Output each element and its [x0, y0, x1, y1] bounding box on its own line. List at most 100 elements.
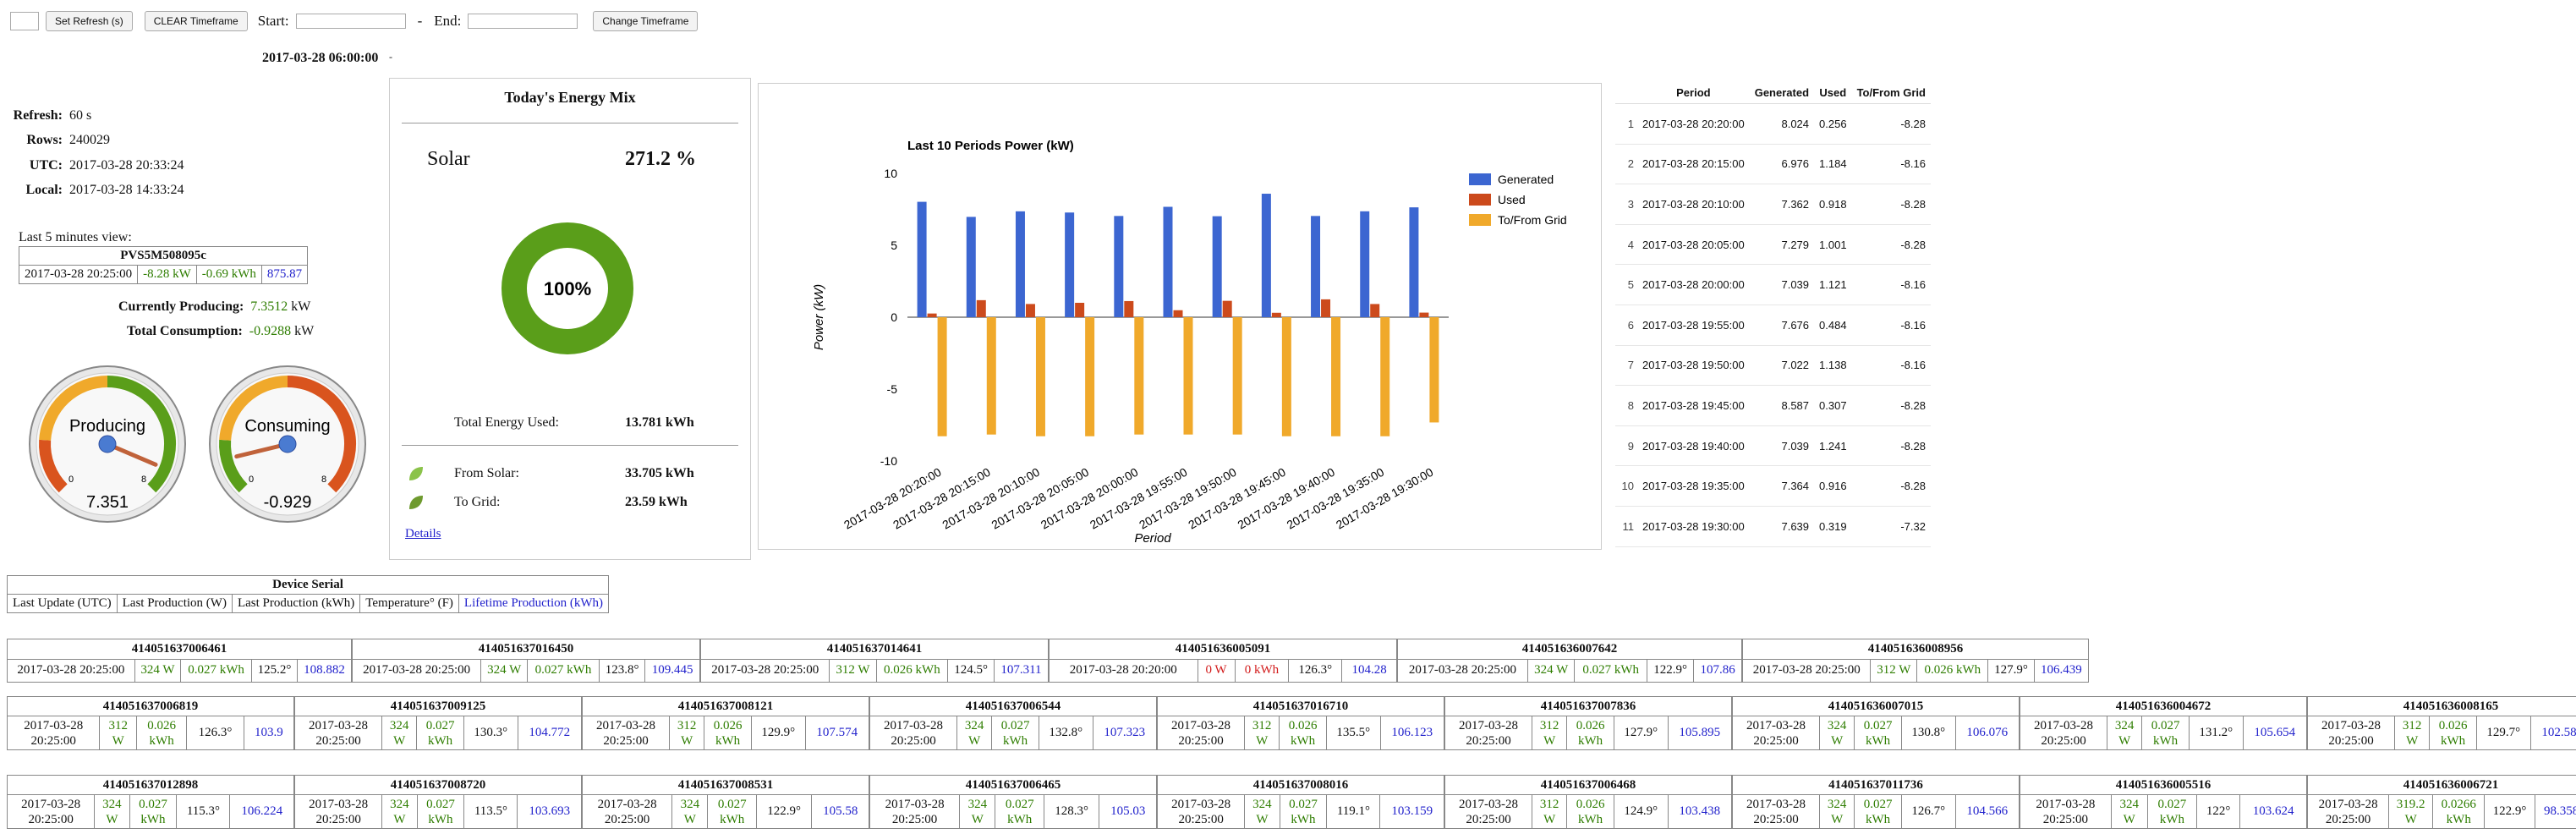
end-input[interactable] [468, 14, 578, 29]
device-kwh: 0.027 kWh [416, 716, 464, 750]
period-cell: 0.484 [1814, 305, 1852, 346]
device-serial: 414051637016710 [1157, 696, 1444, 716]
consuming-gauge-max: 8 [321, 475, 326, 485]
device-temp: 126.7° [1900, 794, 1956, 829]
period-cell: 10 [1615, 465, 1637, 507]
period-cell: 1.241 [1814, 425, 1852, 467]
device-watts: 324 W [381, 794, 418, 829]
device-temp: 130.3° [463, 716, 518, 750]
refresh-input[interactable] [10, 12, 39, 30]
chart-ylabel: Power (kW) [812, 284, 826, 350]
device-lifetime: 109.445 [644, 658, 700, 683]
device-time: 2017-03-28 20:25:00 [869, 794, 961, 829]
bar-generated-6 [1212, 216, 1222, 317]
last5-table: PVS5M508095c 2017-03-28 20:25:00 -8.28 k… [18, 246, 309, 284]
device-temp: 127.9° [1613, 716, 1669, 750]
table-row: 5 2017-03-28 20:00:00 7.039 1.121 -8.16 [1615, 264, 1931, 305]
period-cell: 1.184 [1814, 144, 1852, 185]
device-kwh: 0.026 kWh [136, 716, 188, 750]
details-link[interactable]: Details [405, 527, 441, 540]
device-serial: 414051636005516 [2020, 775, 2307, 795]
legend-swatch-1 [1469, 194, 1491, 206]
device-time: 2017-03-28 20:25:00 [1156, 794, 1246, 829]
device-lifetime: 102.588 [2529, 716, 2576, 750]
device-temp: 127.9° [1987, 658, 2035, 683]
start-label: Start: [257, 13, 289, 29]
device-time: 2017-03-28 20:20:00 [1049, 658, 1198, 683]
clear-timeframe-button[interactable]: CLEAR Timeframe [144, 11, 248, 31]
device-time: 2017-03-28 20:25:00 [7, 658, 135, 683]
period-cell: 7.362 [1749, 184, 1815, 225]
device-kwh: 0.027 kWh [1854, 716, 1902, 750]
bar-to-from-grid-1 [986, 317, 996, 435]
period-cell: 8 [1615, 385, 1637, 426]
device-time: 2017-03-28 20:25:00 [1741, 658, 1872, 683]
device-kwh: 0.027 kWh [2141, 716, 2190, 750]
start-input[interactable] [295, 14, 406, 29]
period-cell: -8.16 [1851, 305, 1931, 346]
energy-mix-percent: 271.2 % [625, 148, 696, 170]
legend-col-update: Last Update (UTC) [7, 594, 118, 613]
bar-to-from-grid-8 [1331, 317, 1341, 436]
legend-label-1: Used [1498, 193, 1526, 206]
period-cell: 7.039 [1749, 264, 1815, 305]
period-cell: 0.319 [1814, 506, 1852, 547]
period-header-3: To/From Grid [1851, 81, 1931, 104]
gauge-band-1 [39, 376, 108, 442]
device-watts: 324 W [1819, 716, 1855, 750]
table-row: 4 2017-03-28 20:05:00 7.279 1.001 -8.28 [1615, 224, 1931, 266]
device-serial: 414051637006465 [869, 775, 1157, 795]
bar-used-3 [1075, 302, 1085, 317]
device-card: 414051636004672 2017-03-28 20:25:00 324 W 0.0… [2019, 696, 2308, 750]
legend-swatch-0 [1469, 173, 1491, 185]
period-cell: 2017-03-28 20:15:00 [1637, 144, 1750, 185]
period-cell: -8.28 [1851, 224, 1931, 266]
info-utc: UTC: 2017-03-28 20:33:24 [29, 158, 184, 173]
total-used-value: 13.781 kWh [625, 415, 694, 430]
bar-used-1 [976, 299, 986, 317]
device-temp: 126.3° [186, 716, 244, 750]
header-dot: - [389, 51, 392, 63]
device-lifetime: 104.772 [517, 716, 583, 750]
toolbar: Set Refresh (s) CLEAR Timeframe Start: -… [10, 10, 699, 32]
bar-generated-3 [1065, 212, 1075, 317]
device-watts: 312 W [2394, 716, 2431, 750]
bar-used-6 [1222, 300, 1232, 317]
period-cell: 2017-03-28 19:35:00 [1637, 465, 1750, 507]
set-refresh-button[interactable]: Set Refresh (s) [46, 11, 133, 31]
device-card: 414051636008165 2017-03-28 20:25:00 312 W 0.0… [2306, 696, 2576, 750]
device-temp: 122.9° [1647, 658, 1695, 683]
device-watts: 324 W [1526, 658, 1576, 683]
period-cell: 2017-03-28 19:55:00 [1637, 305, 1750, 346]
device-time: 2017-03-28 20:25:00 [2019, 716, 2108, 750]
period-cell: 7.022 [1749, 345, 1815, 387]
device-lifetime: 98.3586 [2534, 794, 2576, 829]
device-row-2: 414051637006819 2017-03-28 20:25:00 312 W 0.0… [6, 696, 2576, 750]
device-lifetime: 105.654 [2242, 716, 2308, 750]
change-timeframe-button[interactable]: Change Timeframe [593, 11, 699, 31]
energy-mix-title: Today's Energy Mix [504, 89, 636, 106]
device-temp: 124.9° [1613, 794, 1669, 829]
bar-used-7 [1271, 312, 1281, 317]
period-cell: 2017-03-28 20:20:00 [1637, 103, 1750, 145]
device-kwh: 0.027 kWh [707, 794, 757, 829]
device-kwh: 0.026 kWh [1566, 716, 1614, 750]
period-cell: 2017-03-28 19:30:00 [1637, 506, 1750, 547]
gauge-band-2 [287, 376, 356, 493]
legend-col-w: Last Production (W) [116, 594, 233, 613]
device-lifetime: 103.693 [517, 794, 582, 829]
period-header-0: Period [1637, 81, 1750, 104]
device-serial: 414051637008121 [582, 696, 869, 716]
last5-kw: -8.28 kW [137, 265, 197, 284]
table-row: 1 2017-03-28 20:20:00 8.024 0.256 -8.28 [1615, 103, 1931, 145]
device-watts: 324 W [959, 794, 996, 829]
period-cell: 11 [1615, 506, 1637, 547]
device-card: 414051636006721 2017-03-28 20:25:00 319.2 W 0… [2306, 775, 2576, 829]
period-cell: 8.587 [1749, 385, 1815, 426]
to-grid-value: 23.59 kWh [625, 495, 688, 509]
device-time: 2017-03-28 20:25:00 [1444, 716, 1533, 750]
